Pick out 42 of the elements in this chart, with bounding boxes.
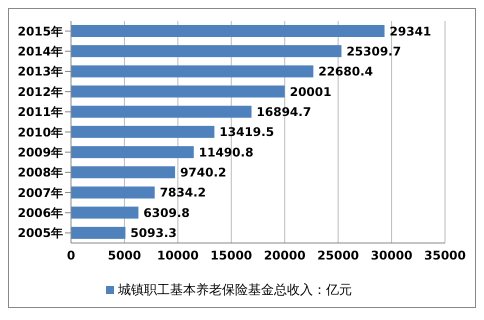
x-tick-label: 35000 [424,248,466,263]
y-tick-label: 2008年 [18,166,63,180]
bar [71,166,176,178]
y-tick-label: 2012年 [18,84,63,99]
y-tick-label: 2006年 [18,206,63,220]
data-label: 9740.2 [180,166,226,180]
data-label: 5093.3 [130,226,177,240]
y-tick-label: 2015年 [18,24,63,38]
data-label: 7834.2 [160,186,206,200]
bar [71,146,194,158]
x-tick-label: 30000 [370,248,412,263]
legend-label: 城镇职工基本养老保险基金总收入：亿元 [118,282,352,299]
data-label: 29341 [390,24,432,38]
data-label: 6309.8 [143,206,190,220]
x-tick-label: 15000 [210,248,252,263]
bar [71,25,385,37]
bar [71,186,155,198]
data-label: 25309.7 [346,44,402,58]
bar [71,106,252,118]
x-tick-label: 20000 [264,248,306,263]
y-tick-label: 2009年 [18,145,63,160]
bar [71,65,314,78]
data-label: 13419.5 [219,125,274,140]
y-tick-label: 2013年 [18,64,63,79]
data-label: 22680.4 [318,64,374,79]
bar [71,45,342,58]
y-tick-label: 2014年 [18,44,63,59]
y-tick-label: 2010年 [18,125,63,140]
data-label: 20001 [290,84,332,99]
data-label: 16894.7 [256,104,312,119]
x-tick-label: 25000 [317,248,360,263]
bar [71,86,285,98]
x-tick-label: 5000 [108,248,142,263]
x-tick-label: 0 [66,248,76,263]
bar [71,126,214,138]
bar [71,206,138,219]
y-tick-label: 2011年 [18,105,63,120]
bar [71,226,126,239]
y-tick-label: 2005年 [18,226,63,240]
data-label: 11490.8 [198,145,254,160]
x-tick-label: 10000 [156,248,199,263]
y-tick-label: 2007年 [18,186,63,200]
